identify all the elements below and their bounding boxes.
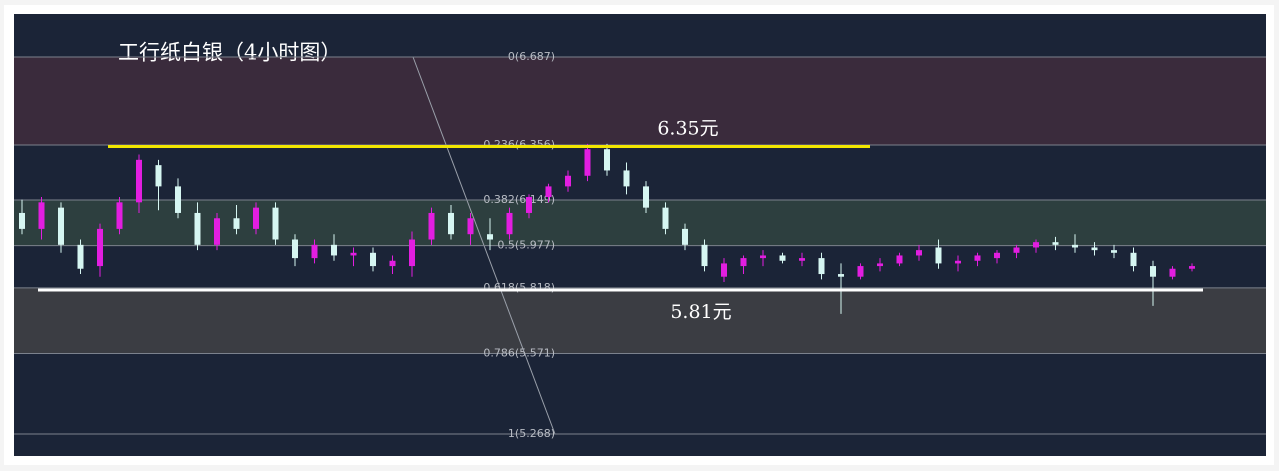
annotation-label: 6.35元 <box>657 118 718 140</box>
candle-body <box>175 186 181 213</box>
candle-body <box>448 212 454 235</box>
fib-label: 0.382(6.149) <box>483 193 555 206</box>
candle-body <box>253 207 259 229</box>
annotation-label: 5.81元 <box>670 301 731 323</box>
candle-body <box>604 149 610 171</box>
candle-body <box>838 274 844 277</box>
candle-body <box>350 252 357 256</box>
candle-body <box>682 228 688 245</box>
candle-body <box>1189 266 1195 269</box>
candle-body <box>233 218 240 229</box>
candle-body <box>38 202 45 229</box>
candle-body <box>58 207 64 245</box>
candle-body <box>214 218 220 245</box>
candle-body <box>1091 247 1098 251</box>
candle-body <box>506 212 513 235</box>
candle-body <box>565 175 571 187</box>
candle-body <box>857 266 864 277</box>
candle-body <box>428 212 435 240</box>
candle-body <box>974 255 981 261</box>
candle-body <box>721 263 727 277</box>
fib-label: 0.5(5.977) <box>497 239 555 252</box>
candle-body <box>779 255 786 261</box>
candle-body <box>760 255 766 259</box>
fib-zone <box>14 287 1266 354</box>
chart-title: 工行纸白银（4小时图） <box>118 41 341 65</box>
candle-body <box>1169 268 1176 277</box>
candle-body <box>1150 266 1156 277</box>
candle-body <box>194 212 201 245</box>
candle-body <box>292 239 298 259</box>
candle-body <box>584 149 591 176</box>
candle-body <box>740 258 747 267</box>
candle-body <box>799 258 805 261</box>
candle-body <box>877 263 883 267</box>
candle-body <box>155 165 162 187</box>
candle-body <box>526 197 532 213</box>
candle-body <box>955 260 961 264</box>
fib-label: 0.236(6.356) <box>483 138 555 151</box>
candle-body <box>136 159 142 203</box>
candle-body <box>916 250 922 256</box>
candle-body <box>467 218 474 235</box>
candle-body <box>701 244 708 267</box>
candle-body <box>409 239 415 267</box>
fib-label: 0.618(5.818) <box>483 281 555 294</box>
candle-body <box>116 202 123 229</box>
candle-body <box>389 260 396 267</box>
candle-body <box>77 244 84 269</box>
candle-body <box>311 244 318 259</box>
candle-body <box>1111 250 1117 253</box>
candle-body <box>19 212 25 229</box>
candle-body <box>487 234 493 240</box>
candle-body <box>1033 242 1039 248</box>
fib-label: 0.786(5.571) <box>483 346 555 359</box>
candle-body <box>1072 244 1078 248</box>
candle-body <box>994 252 1000 259</box>
candle-body <box>1130 252 1137 267</box>
candle-body <box>1013 247 1020 253</box>
candle-body <box>935 247 942 264</box>
candle-body <box>896 255 903 264</box>
candle-body <box>272 207 279 240</box>
candle-body <box>818 258 825 275</box>
candle-body <box>662 207 669 229</box>
candle-body <box>623 170 630 187</box>
fib-zone <box>14 199 1266 246</box>
candle-body <box>370 252 376 267</box>
fib-zone <box>14 57 1266 145</box>
candle-body <box>97 228 103 267</box>
fib-label: 1(5.268) <box>508 427 555 440</box>
candle-body <box>1052 242 1059 245</box>
fib-label: 0(6.687) <box>508 50 555 63</box>
candle-body <box>643 186 649 208</box>
candle-body <box>545 186 552 198</box>
candle-body <box>331 244 337 256</box>
